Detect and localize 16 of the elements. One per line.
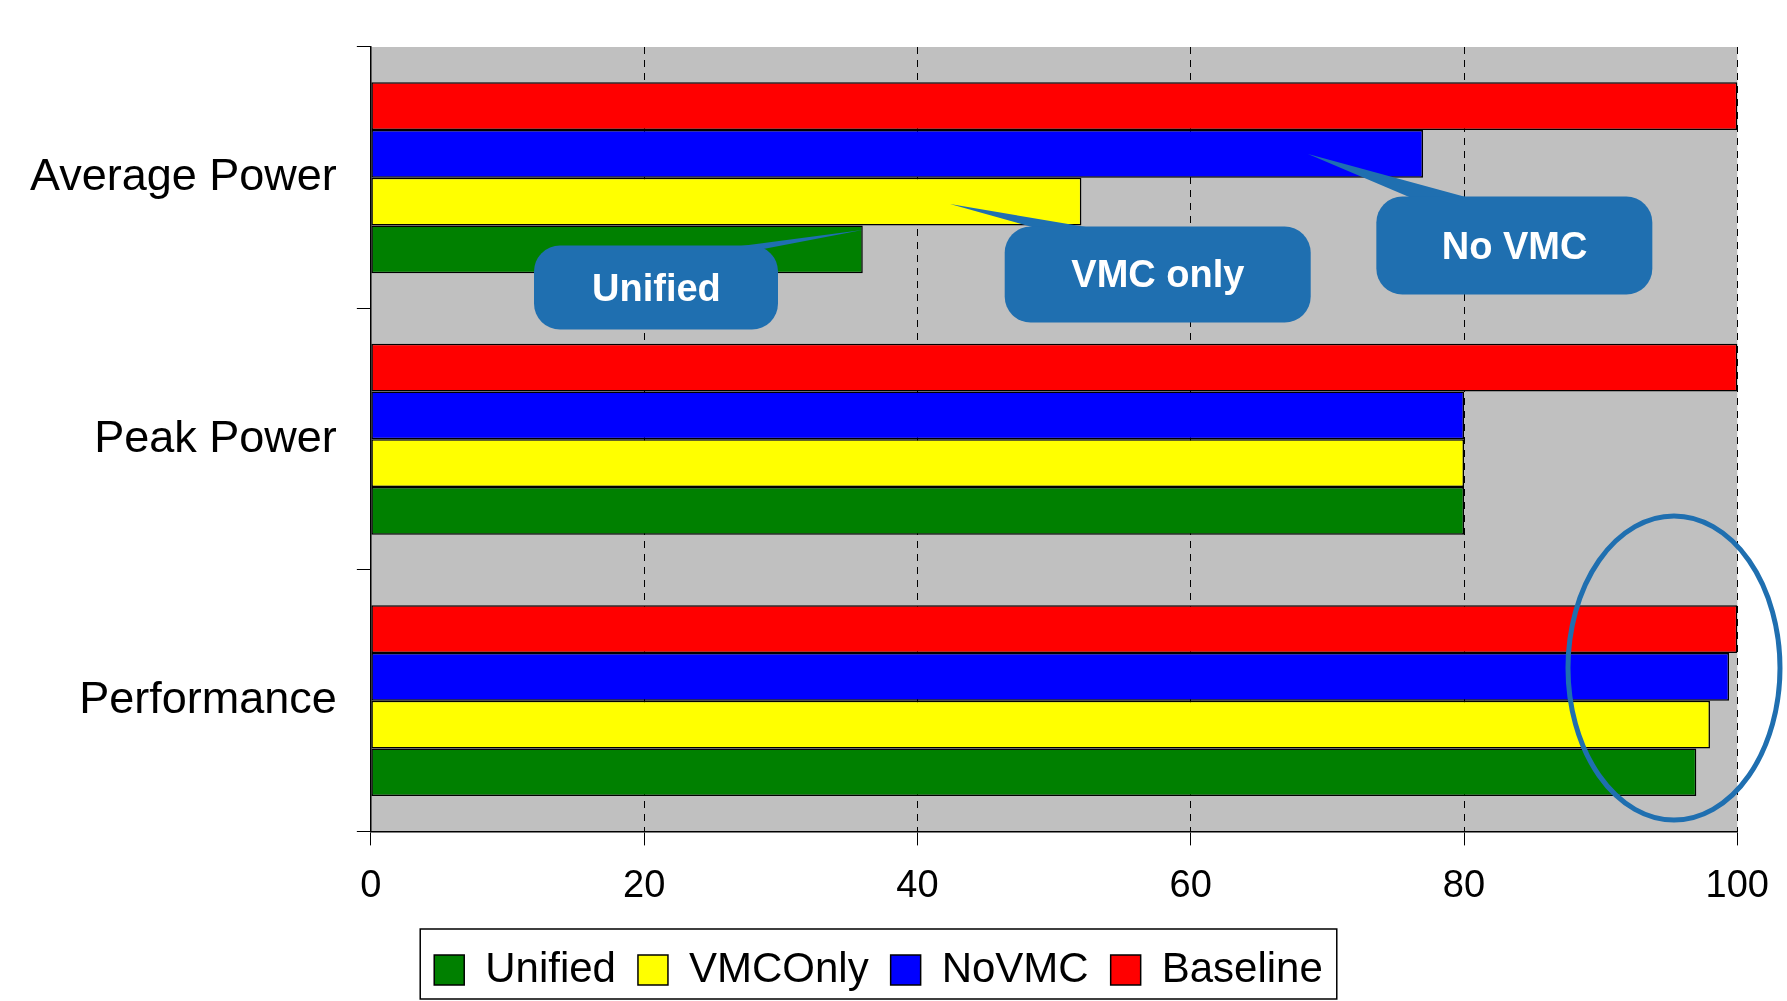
x-tick-label: 100 xyxy=(1705,862,1769,905)
legend-label: Baseline xyxy=(1161,943,1323,991)
legend-label: Unified xyxy=(485,943,616,991)
legend-label: NoVMC xyxy=(941,943,1089,991)
y-tick-label: Performance xyxy=(79,672,337,724)
legend-label: VMCOnly xyxy=(688,943,869,991)
annotation: VMC only xyxy=(1004,226,1311,323)
x-tick-label: 80 xyxy=(1442,862,1486,905)
y-tick-label: Peak Power xyxy=(94,410,337,462)
x-tick-label: 60 xyxy=(1169,862,1212,905)
x-tick-label: 40 xyxy=(896,862,939,905)
y-tick-label: Average Power xyxy=(29,149,337,201)
x-tick-label: 20 xyxy=(623,862,666,905)
annotation: Unified xyxy=(534,245,779,330)
annotation: No VMC xyxy=(1376,196,1653,295)
x-tick-label: 0 xyxy=(360,862,382,905)
